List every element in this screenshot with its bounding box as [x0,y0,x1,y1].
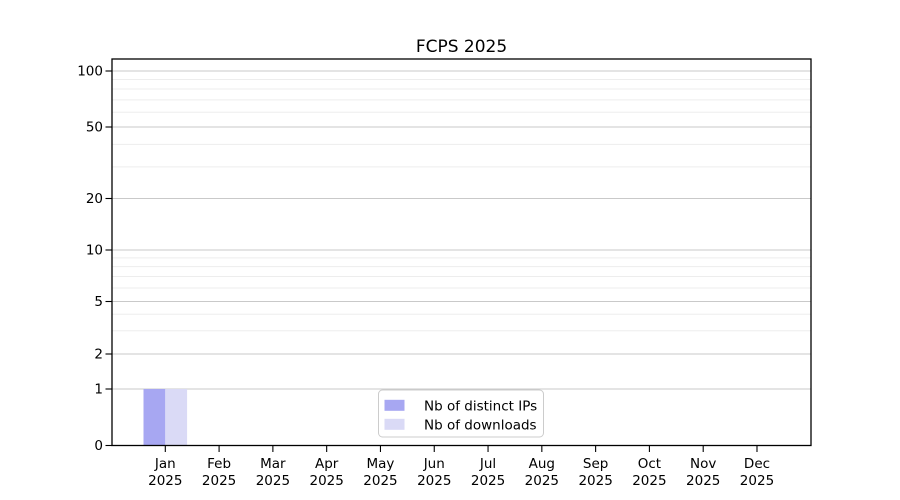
plot-border [111,58,812,447]
x-tick-label-year: 2025 [363,473,397,489]
x-tick-label-month: Feb [207,456,231,472]
y-tick-label: 2 [94,347,103,363]
y-tick-label: 1 [94,382,103,398]
legend: Nb of distinct IPs Nb of downloads [378,389,544,438]
y-tick-label: 5 [94,294,103,310]
x-tick-label-month: Oct [638,456,661,472]
x-tick-label-year: 2025 [256,473,290,489]
x-tick-label-year: 2025 [740,473,774,489]
y-tick-label: 10 [86,243,103,259]
major-gridlines [112,70,811,390]
x-tick-label-month: Jul [479,456,496,472]
y-tick-label: 50 [86,120,103,136]
x-tick-label-month: Aug [529,456,555,472]
x-tick-label-year: 2025 [148,473,182,489]
x-tick-label-year: 2025 [309,473,343,489]
x-tick-label-year: 2025 [525,473,559,489]
axis-ticks [105,70,758,452]
bar-jan-series0 [143,389,166,446]
x-tick-label-month: May [366,456,394,472]
x-tick-label-month: Jan [154,456,176,472]
x-tick-labels: Jan2025Feb2025Mar2025Apr2025May2025Jun20… [148,456,774,489]
legend-swatch-downloads [384,418,405,430]
y-tick-label: 100 [77,64,103,80]
bar-jan-series1 [165,389,188,446]
y-tick-labels: 0 1 2 5 10 20 50 100 [77,64,103,455]
x-tick-label-month: Apr [315,456,339,472]
legend-box [378,389,544,438]
x-tick-label-month: Sep [583,456,608,472]
x-tick-label-month: Mar [260,456,286,472]
x-tick-label-year: 2025 [686,473,720,489]
legend-swatch-distinct-ips [384,399,405,411]
y-tick-label: 20 [86,191,103,207]
bar-series [143,389,188,446]
x-tick-label-year: 2025 [417,473,451,489]
legend-label-downloads: Nb of downloads [424,417,537,433]
minor-gridlines [112,79,811,332]
legend-label-distinct-ips: Nb of distinct IPs [424,398,537,414]
x-tick-label-year: 2025 [471,473,505,489]
x-tick-label-month: Nov [690,456,716,472]
x-tick-label-month: Dec [744,456,770,472]
x-tick-label-month: Jun [423,456,445,472]
x-tick-label-year: 2025 [202,473,236,489]
y-tick-label: 0 [94,438,103,454]
x-tick-label-year: 2025 [578,473,612,489]
chart-title: FCPS 2025 [416,37,507,57]
x-tick-label-year: 2025 [632,473,666,489]
